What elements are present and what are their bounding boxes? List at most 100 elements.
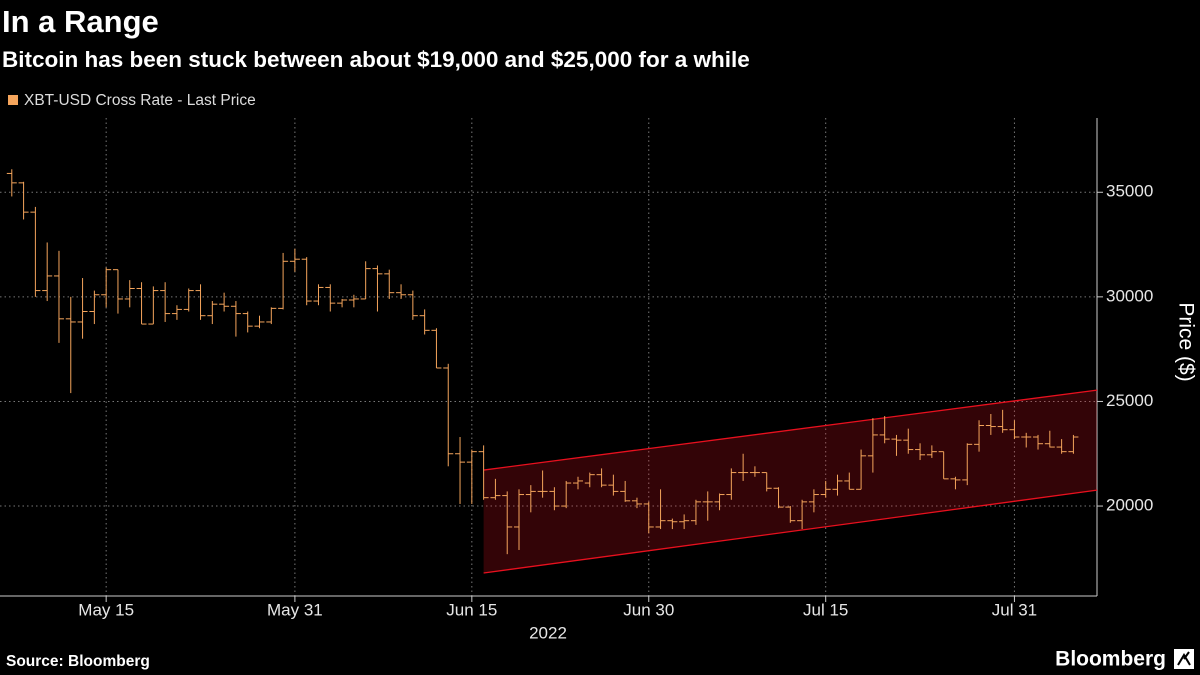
- ohlc-bar: [643, 501, 654, 534]
- y-tick-label: 30000: [1106, 286, 1153, 305]
- channel-band: [483, 390, 1097, 573]
- ohlc-bar: [466, 449, 477, 504]
- ohlc-bar: [207, 301, 218, 325]
- chart-title: In a Range: [2, 4, 159, 39]
- ohlc-bar: [1009, 420, 1020, 440]
- ohlc-bar: [148, 286, 159, 325]
- ohlc-bar: [278, 252, 289, 310]
- ohlc-bar: [1044, 430, 1055, 448]
- ohlc-bar: [832, 474, 843, 496]
- x-tick-label: Jul 15: [803, 600, 848, 619]
- ohlc-bar: [962, 443, 973, 486]
- x-axis-label: 2022: [529, 623, 567, 642]
- legend-swatch: [8, 95, 18, 105]
- ohlc-bar: [502, 491, 513, 555]
- ohlc-bar: [65, 296, 76, 394]
- y-tick-label: 35000: [1106, 182, 1153, 201]
- ohlc-bar: [289, 248, 300, 272]
- ohlc-bar: [396, 284, 407, 299]
- ohlc-bar: [514, 489, 525, 550]
- ohlc-bar: [631, 497, 642, 509]
- ohlc-bar: [950, 476, 961, 490]
- ohlc-bar: [702, 491, 713, 521]
- ohlc-bar: [985, 414, 996, 435]
- brand-icon: [1174, 649, 1194, 669]
- ohlc-bar: [1021, 432, 1032, 448]
- x-tick-label: May 31: [267, 600, 323, 619]
- ohlc-bar: [337, 298, 348, 308]
- ohlc-bar: [608, 474, 619, 496]
- ohlc-bar: [77, 278, 88, 339]
- ohlc-bar: [867, 418, 878, 473]
- ohlc-bar: [572, 476, 583, 490]
- ohlc-bar: [620, 480, 631, 502]
- source: Source: Bloomberg: [6, 653, 150, 670]
- ohlc-bar: [1068, 434, 1079, 454]
- ohlc-bar: [679, 514, 690, 530]
- y-tick-label: 20000: [1106, 496, 1153, 515]
- ohlc-bar: [525, 485, 536, 513]
- ohlc-bar: [844, 472, 855, 490]
- ohlc-bar: [348, 294, 359, 308]
- ohlc-bar: [490, 478, 501, 500]
- ohlc-bar: [407, 290, 418, 320]
- x-tick-label: Jul 31: [992, 600, 1037, 619]
- ohlc-bar: [372, 265, 383, 312]
- ohlc-bar: [596, 468, 607, 488]
- ohlc-bar: [478, 445, 489, 500]
- brand-icon-glyph: [1177, 651, 1191, 666]
- ohlc-bar: [915, 443, 926, 461]
- ohlc-bar: [160, 282, 171, 322]
- ohlc-bar: [431, 328, 442, 369]
- ohlc-bar: [266, 307, 277, 325]
- ohlc-bar: [101, 267, 112, 308]
- ohlc-bar: [455, 437, 466, 504]
- ohlc-bar: [891, 434, 902, 456]
- ohlc-bar: [183, 288, 194, 312]
- y-axis-label: Price ($): [1174, 302, 1197, 381]
- ohlc-bar: [443, 363, 454, 467]
- ohlc-bar: [785, 506, 796, 523]
- ohlc-bar: [926, 445, 937, 458]
- ohlc-bar: [384, 269, 395, 299]
- ohlc-bar: [749, 466, 760, 477]
- ohlc-bar: [360, 261, 371, 300]
- legend-label: XBT-USD Cross Rate - Last Price: [24, 92, 256, 109]
- ohlc-bar: [808, 489, 819, 513]
- ohlc-bar: [419, 309, 430, 335]
- y-tick-label: 25000: [1106, 391, 1153, 410]
- ohlc-bar: [89, 290, 100, 325]
- ohlc-bar: [974, 420, 985, 452]
- ohlc-bar: [112, 269, 123, 314]
- ohlc-bar: [53, 250, 64, 343]
- ohlc-bar: [254, 315, 265, 329]
- ohlc-bar: [761, 472, 772, 492]
- ohlc-bar: [230, 301, 241, 337]
- ohlc-bar: [667, 518, 678, 530]
- plot: 20000 25000 30000 35000 May 15 May 31 Jun 15 Ju…: [0, 118, 1153, 619]
- x-tick-label: Jun 15: [446, 600, 497, 619]
- ohlc-bar: [773, 487, 784, 509]
- ohlc-bar: [820, 480, 831, 498]
- ohlc-bar: [18, 181, 29, 220]
- ohlc-bar: [136, 282, 147, 325]
- ohlc-bar: [997, 409, 1008, 433]
- ohlc-bar: [797, 499, 808, 530]
- ohlc-bar: [195, 284, 206, 320]
- ohlc-bar: [30, 206, 41, 297]
- brand: Bloomberg: [1055, 648, 1166, 671]
- ohlc-bar: [301, 257, 312, 306]
- ohlc-bar: [903, 428, 914, 454]
- ohlc-bar: [655, 489, 666, 530]
- ohlc-bar: [690, 499, 701, 525]
- chart-subtitle: Bitcoin has been stuck between about $19…: [2, 47, 750, 72]
- ohlc-bar: [171, 305, 182, 320]
- ohlc-bar: [124, 280, 135, 308]
- ohlc-bar: [242, 311, 253, 333]
- ohlc-bar: [738, 453, 749, 481]
- ohlc-bar: [561, 480, 572, 509]
- ohlc-bar: [714, 493, 725, 511]
- ohlc-bar: [938, 451, 949, 480]
